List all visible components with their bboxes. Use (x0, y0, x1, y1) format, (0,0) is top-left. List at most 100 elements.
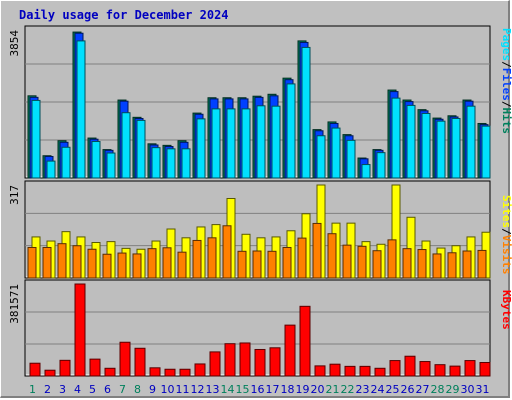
x-tick-label: 7 (119, 383, 126, 396)
bar-pages (181, 148, 191, 179)
bar-visits (342, 244, 352, 279)
bar-visits (42, 246, 52, 279)
bar-kbytes (434, 364, 446, 377)
bar-visits (297, 237, 307, 279)
x-tick-label: 26 (401, 383, 415, 396)
x-tick-label: 6 (104, 383, 111, 396)
bar-pages (271, 105, 281, 179)
x-tick-label: 27 (416, 383, 430, 396)
bar-visits (327, 233, 337, 279)
x-tick-label: 21 (326, 383, 340, 396)
bar-visits (72, 245, 82, 279)
x-tick-label: 19 (296, 383, 310, 396)
y-max-label: 381571 (8, 284, 21, 324)
y-max-label: 3854 (8, 30, 21, 57)
bar-kbytes (74, 283, 86, 377)
bar-visits (117, 252, 127, 279)
x-tick-label: 5 (89, 383, 96, 396)
bar-pages (91, 141, 101, 179)
bar-visits (222, 225, 232, 279)
bar-pages (76, 40, 86, 179)
legend-item: Hits (500, 108, 512, 135)
bar-pages (376, 152, 386, 179)
x-tick-label: 23 (356, 383, 370, 396)
x-tick-label: 8 (134, 383, 141, 396)
bar-pages (166, 148, 176, 179)
legend-item: Sites (500, 195, 512, 228)
bar-pages (256, 105, 266, 179)
bar-kbytes (269, 347, 281, 377)
bar-visits (372, 250, 382, 279)
bar-pages (61, 146, 71, 179)
bar-kbytes (194, 363, 206, 377)
bar-pages (121, 112, 131, 179)
bar-pages (241, 108, 251, 179)
bar-visits (177, 251, 187, 279)
bar-pages (406, 104, 416, 179)
x-tick-label: 30 (461, 383, 475, 396)
x-tick-label: 4 (74, 383, 81, 396)
bar-kbytes (224, 343, 236, 377)
bar-kbytes (329, 363, 341, 377)
bar-kbytes (404, 355, 416, 377)
bar-visits (447, 252, 457, 279)
bar-kbytes (179, 368, 191, 377)
bar-visits (402, 248, 412, 279)
bar-visits (237, 250, 247, 279)
bar-pages (301, 46, 311, 179)
legend-item: KBytes (500, 290, 512, 330)
x-tick-label: 22 (341, 383, 355, 396)
bar-visits (27, 246, 37, 279)
bar-visits (162, 247, 172, 279)
bar-pages (361, 164, 371, 179)
bar-kbytes (149, 367, 161, 377)
bar-kbytes (119, 341, 131, 377)
bar-kbytes (359, 365, 371, 377)
bar-pages (466, 105, 476, 179)
bar-kbytes (104, 367, 116, 377)
bar-visits (432, 253, 442, 279)
bar-kbytes (344, 365, 356, 377)
bar-visits (192, 239, 202, 279)
legend-item: Files (500, 68, 512, 101)
bar-pages (151, 147, 161, 179)
bar-pages (196, 118, 206, 179)
x-tick-label: 25 (386, 383, 400, 396)
legend-visits: Sites/Visits (500, 195, 512, 275)
bar-kbytes (239, 342, 251, 377)
bar-pages (136, 119, 146, 179)
bar-visits (132, 253, 142, 279)
bar-pages (106, 152, 116, 179)
x-tick-label: 14 (221, 383, 235, 396)
bar-kbytes (254, 348, 266, 377)
legend-item: Visits (500, 235, 512, 275)
bar-visits (207, 237, 217, 279)
bar-pages (436, 120, 446, 179)
x-tick-label: 11 (176, 383, 190, 396)
bar-kbytes (59, 359, 71, 377)
bar-visits (282, 246, 292, 279)
bar-kbytes (374, 367, 386, 377)
x-tick-label: 3 (59, 383, 66, 396)
bar-kbytes (449, 365, 461, 377)
bar-visits (57, 243, 67, 279)
bar-visits (87, 248, 97, 279)
bar-pages (481, 125, 491, 179)
bar-visits (417, 249, 427, 279)
bar-kbytes (299, 305, 311, 377)
chart-title: Daily usage for December 2024 (19, 8, 229, 22)
x-tick-label: 24 (371, 383, 385, 396)
bar-pages (421, 112, 431, 179)
bar-kbytes (464, 360, 476, 377)
bar-visits (462, 250, 472, 279)
x-tick-label: 1 (29, 383, 36, 396)
x-tick-label: 12 (191, 383, 205, 396)
bar-visits (312, 222, 322, 279)
bar-pages (46, 160, 56, 179)
bar-visits (387, 239, 397, 279)
bar-visits (147, 248, 157, 279)
bar-visits (102, 253, 112, 279)
bar-pages (226, 108, 236, 179)
bar-kbytes (44, 369, 56, 377)
